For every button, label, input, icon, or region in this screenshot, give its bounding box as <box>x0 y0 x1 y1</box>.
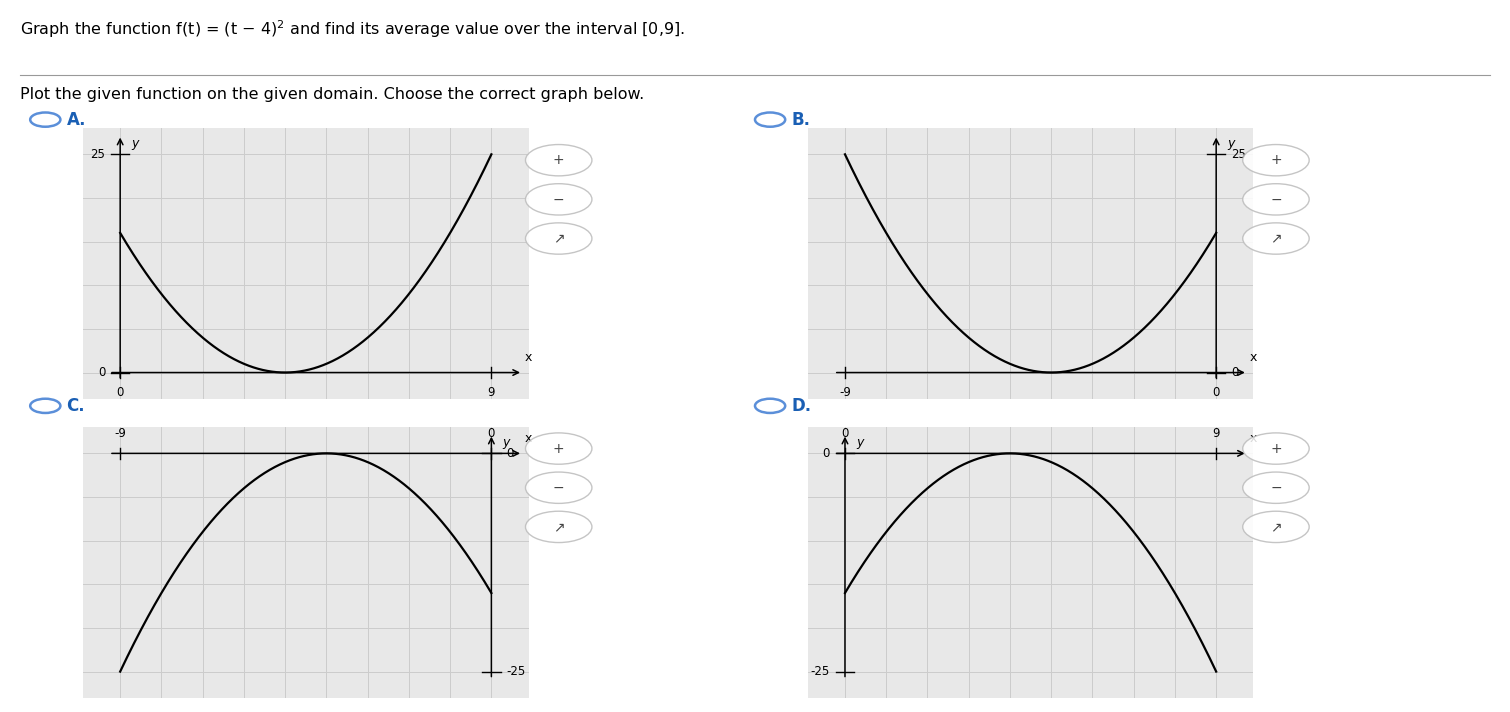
Text: +: + <box>1270 441 1282 456</box>
Text: +: + <box>553 441 565 456</box>
Text: -9: -9 <box>115 427 127 440</box>
Text: 9: 9 <box>1213 427 1220 440</box>
Text: −: − <box>553 192 565 206</box>
Text: y: y <box>503 436 510 449</box>
Text: ↗: ↗ <box>1270 520 1282 534</box>
Text: -25: -25 <box>506 665 525 678</box>
Text: 0: 0 <box>1213 386 1220 399</box>
Text: ↗: ↗ <box>553 231 565 246</box>
Text: ↗: ↗ <box>553 520 565 534</box>
Text: 25: 25 <box>91 148 106 161</box>
Text: 25: 25 <box>1231 148 1246 161</box>
Text: +: + <box>553 153 565 167</box>
Text: y: y <box>856 436 864 449</box>
Text: C.: C. <box>66 397 85 415</box>
Text: 0: 0 <box>1231 366 1238 379</box>
Text: 0: 0 <box>823 447 830 460</box>
Text: B.: B. <box>791 110 811 129</box>
Text: D.: D. <box>791 397 811 415</box>
Text: −: − <box>1270 192 1282 206</box>
Text: −: − <box>1270 481 1282 495</box>
Text: −: − <box>553 481 565 495</box>
Text: ↗: ↗ <box>1270 231 1282 246</box>
Text: Plot the given function on the given domain. Choose the correct graph below.: Plot the given function on the given dom… <box>20 87 643 102</box>
Text: x: x <box>1250 351 1256 364</box>
Text: 0: 0 <box>841 427 849 440</box>
Text: +: + <box>1270 153 1282 167</box>
Text: x: x <box>525 431 532 445</box>
Text: Graph the function f(t) = (t $-$ 4)$^2$ and find its average value over the inte: Graph the function f(t) = (t $-$ 4)$^2$ … <box>20 18 684 39</box>
Text: -9: -9 <box>840 386 852 399</box>
Text: x: x <box>525 351 532 364</box>
Text: 0: 0 <box>98 366 106 379</box>
Text: 0: 0 <box>506 447 513 460</box>
Text: x: x <box>1250 431 1256 445</box>
Text: A.: A. <box>66 110 86 129</box>
Text: 9: 9 <box>488 386 495 399</box>
Text: y: y <box>131 137 139 150</box>
Text: 0: 0 <box>116 386 124 399</box>
Text: 0: 0 <box>488 427 495 440</box>
Text: -25: -25 <box>811 665 830 678</box>
Text: y: y <box>1228 137 1235 150</box>
